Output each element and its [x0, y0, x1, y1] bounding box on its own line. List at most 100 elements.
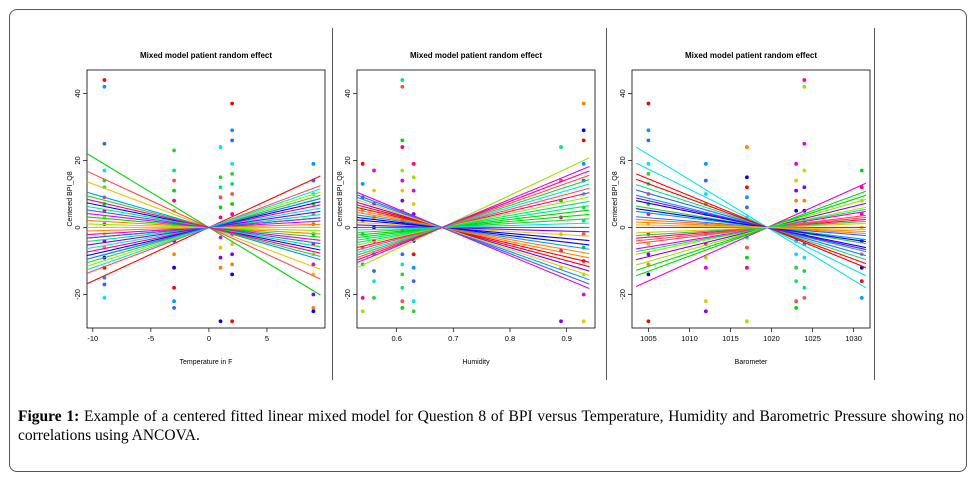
fitted-line [357, 205, 590, 241]
chart-temperature: Mixed model patient random effect -20 0 20 4… [65, 38, 335, 383]
data-point [744, 175, 749, 180]
fitted-line [87, 170, 321, 280]
data-point [802, 269, 807, 273]
data-point [230, 242, 235, 247]
fitted-line [635, 190, 867, 277]
data-point [411, 279, 416, 283]
data-point [744, 205, 749, 210]
fitted-line [87, 198, 321, 254]
fitted-line [87, 217, 321, 239]
y-axis-label: Centered BPI_Q8 [612, 171, 619, 226]
data-point [102, 232, 107, 237]
data-point [172, 299, 176, 304]
data-point [400, 78, 405, 82]
data-point [360, 309, 365, 314]
data-point [646, 252, 651, 257]
fitted-line [357, 214, 590, 250]
fitted-line [357, 199, 590, 276]
fitted-line [357, 211, 590, 255]
fitted-line [635, 173, 867, 269]
data-point [411, 161, 416, 166]
data-point [646, 319, 651, 324]
fitted-line [357, 196, 590, 281]
data-point [372, 269, 376, 273]
y-tick-label: 40 [343, 89, 352, 97]
data-point [794, 178, 799, 183]
fitted-line [635, 189, 867, 257]
fitted-line [357, 183, 590, 254]
data-point [102, 78, 107, 82]
plot-box [356, 69, 596, 329]
data-point [744, 145, 749, 149]
y-tick-label: 40 [73, 89, 82, 97]
data-point [172, 178, 176, 183]
fitted-line [357, 194, 590, 285]
data-point [703, 192, 708, 196]
data-point [859, 295, 864, 300]
data-point [230, 192, 235, 196]
data-point [218, 265, 223, 270]
fitted-line [357, 209, 590, 239]
data-point [102, 168, 107, 173]
chart-title: Mixed model patient random effect [685, 51, 817, 60]
data-point [372, 188, 376, 193]
data-point [218, 215, 223, 220]
data-point [411, 202, 416, 206]
panel-divider [332, 28, 333, 380]
data-point [802, 285, 807, 290]
data-point [802, 78, 807, 82]
data-point [802, 185, 807, 190]
data-point [372, 295, 376, 300]
y-tick-label: 20 [73, 156, 82, 164]
fitted-line [635, 178, 867, 265]
data-point [230, 262, 235, 267]
x-tick-label: 1030 [845, 334, 862, 343]
data-point [794, 299, 799, 304]
x-tick-label: 0.7 [448, 334, 458, 343]
data-point [172, 188, 176, 193]
data-point [218, 245, 223, 250]
y-axis-label: Centered BPI_Q8 [337, 171, 344, 226]
data-point [794, 188, 799, 193]
data-point [794, 198, 799, 203]
data-point [646, 171, 651, 176]
panel-divider [874, 28, 875, 380]
data-point [230, 212, 235, 216]
fitted-line [357, 218, 590, 234]
data-point [559, 319, 563, 324]
data-point [400, 188, 405, 193]
data-point [411, 188, 416, 193]
y-tick-label: 0 [618, 225, 627, 229]
x-tick-label: -10 [87, 334, 98, 343]
data-point [703, 161, 708, 166]
data-point [411, 175, 416, 180]
data-point [794, 252, 799, 257]
x-tick-label: 0.6 [391, 334, 401, 343]
y-tick-label: -20 [343, 289, 352, 300]
fitted-line [635, 184, 867, 261]
data-point [744, 255, 749, 260]
fitted-line [87, 153, 321, 296]
x-tick-label: 1020 [763, 334, 780, 343]
caption-label: Figure 1: [18, 408, 80, 425]
fitted-line [636, 224, 866, 231]
data-point [360, 295, 365, 300]
fitted-line [357, 216, 590, 246]
data-point [581, 319, 586, 324]
fitted-line [636, 218, 866, 235]
data-point [230, 319, 235, 324]
chart-barometer: Mixed model patient random effect -20 0 20 4… [610, 38, 880, 383]
x-tick-label: 0.8 [505, 334, 515, 343]
y-tick-label: -20 [73, 289, 82, 300]
data-point [581, 161, 586, 166]
x-tick-label: 1005 [640, 334, 657, 343]
data-point [218, 319, 223, 324]
data-point [646, 262, 651, 267]
chart-svg: Mixed model patient random effect -20 0 20 4… [67, 51, 326, 366]
fitted-line [357, 165, 590, 264]
data-point [311, 161, 316, 166]
fitted-line [357, 170, 590, 261]
fitted-line [87, 223, 321, 232]
data-point [230, 171, 235, 176]
data-point [218, 195, 223, 200]
